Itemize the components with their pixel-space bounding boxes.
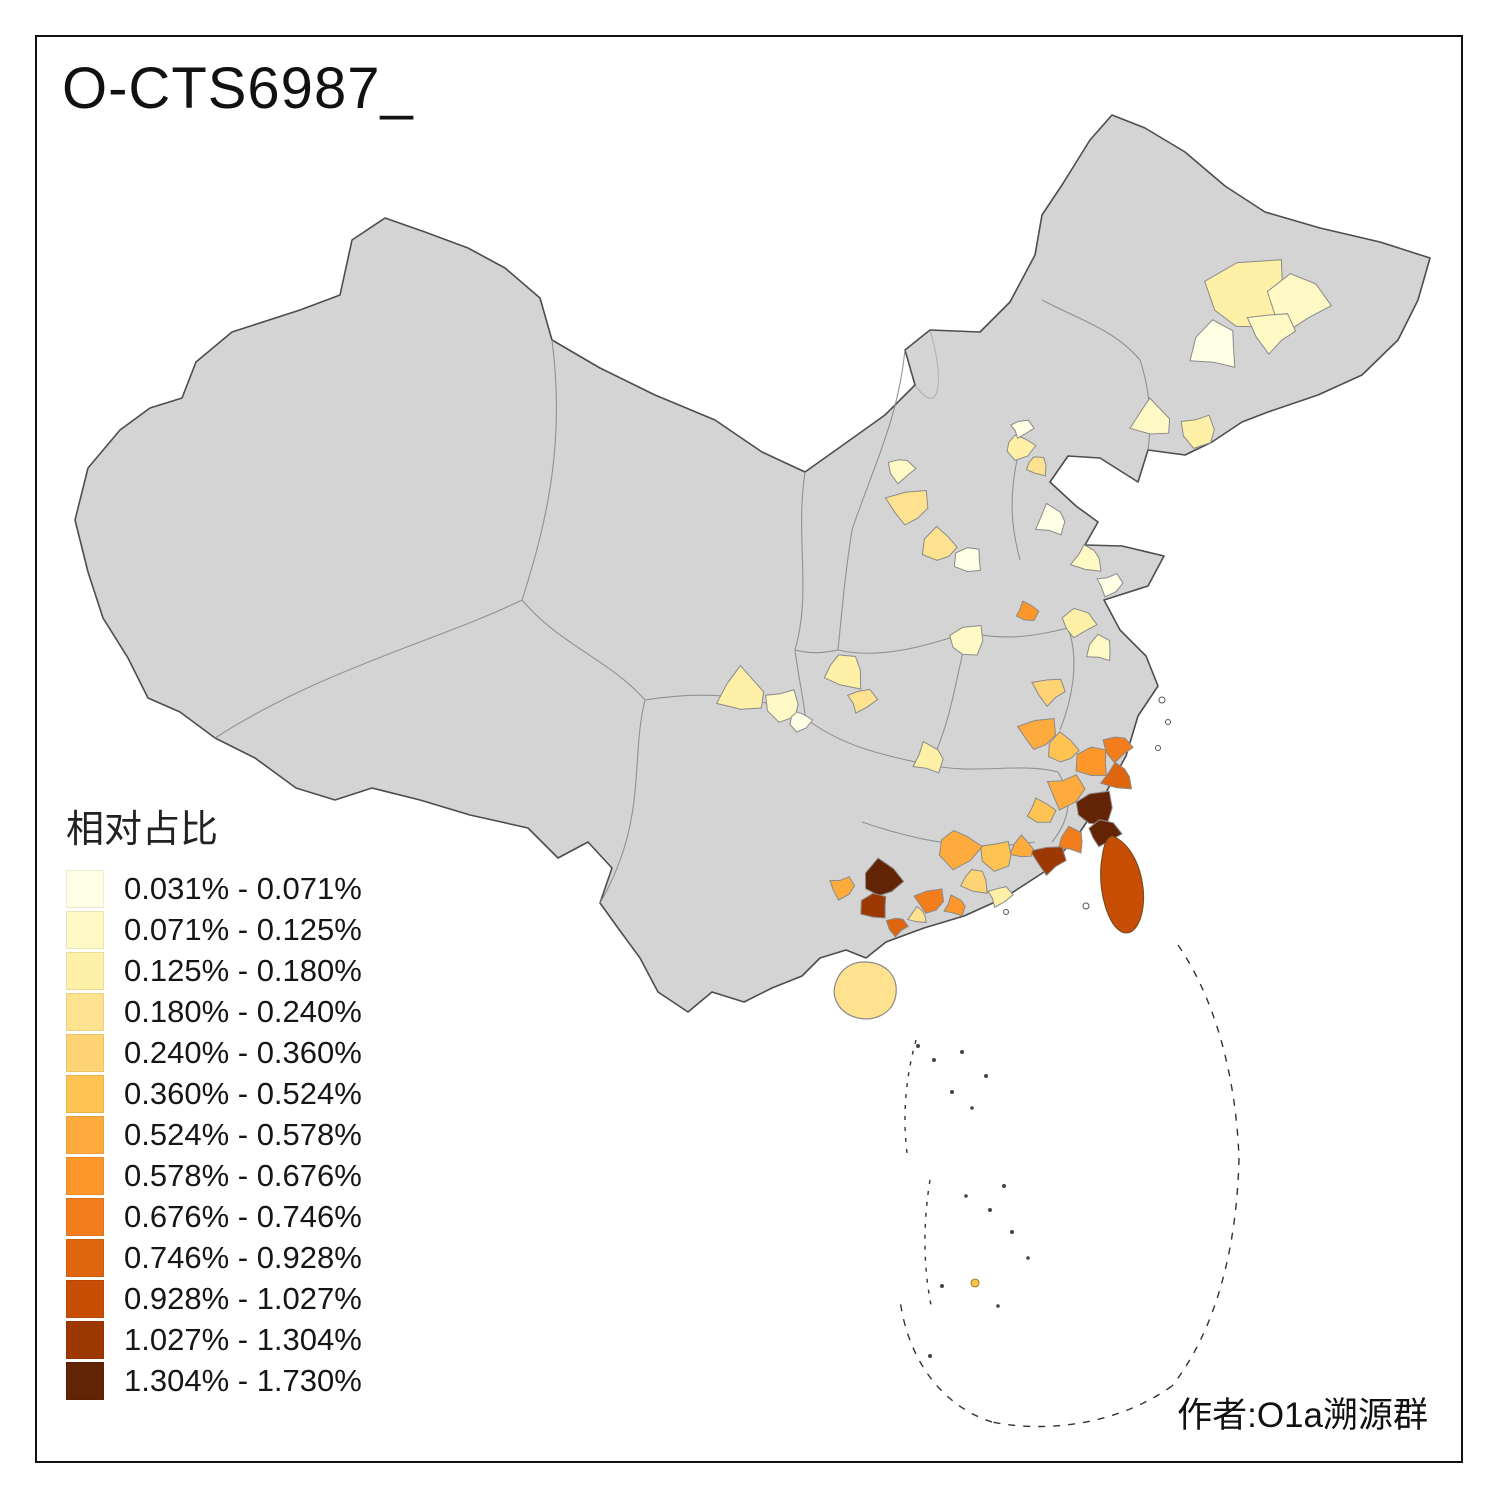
prefecture-region (1015, 600, 1040, 622)
legend-swatch (66, 1034, 104, 1072)
prefecture-region (1085, 633, 1111, 662)
prefecture-region (1009, 834, 1034, 858)
prefecture-region (1061, 607, 1098, 639)
prefecture-region (864, 857, 905, 897)
legend-swatch (66, 1075, 104, 1113)
prefecture-region (938, 830, 983, 871)
prefecture-region (846, 688, 879, 714)
prefecture-region (1010, 419, 1035, 439)
prefecture-region (906, 905, 927, 923)
legend-swatch (66, 911, 104, 949)
legend-label: 0.360% - 0.524% (124, 1076, 362, 1111)
prefecture-region (913, 888, 945, 914)
legend-label: 1.027% - 1.304% (124, 1322, 362, 1357)
prefecture-region (1189, 319, 1236, 368)
legend-item: 0.031% - 0.071% (66, 870, 362, 908)
prefecture-region (1046, 774, 1086, 811)
prefecture-region (1057, 825, 1083, 854)
prefecture-region (887, 459, 917, 485)
prefecture-region (1075, 746, 1107, 776)
legend-swatch (66, 1280, 104, 1318)
legend-item: 0.578% - 0.676% (66, 1157, 362, 1195)
legend-item: 0.360% - 0.524% (66, 1075, 362, 1113)
hainan-island (833, 961, 897, 1020)
legend-swatch (66, 1157, 104, 1195)
prefecture-region (949, 624, 984, 656)
legend-item: 1.027% - 1.304% (66, 1321, 362, 1359)
legend-label: 0.031% - 0.071% (124, 871, 362, 906)
prefecture-region (1069, 544, 1102, 572)
legend-item: 0.180% - 0.240% (66, 993, 362, 1031)
legend-label: 0.240% - 0.360% (124, 1035, 362, 1070)
legend-item: 1.304% - 1.730% (66, 1362, 362, 1400)
prefecture-region (885, 917, 909, 938)
prefecture-region (1016, 717, 1057, 751)
prefecture-region (715, 664, 765, 710)
legend-item: 0.746% - 0.928% (66, 1239, 362, 1277)
legend-item: 0.125% - 0.180% (66, 952, 362, 990)
legend-item: 0.928% - 1.027% (66, 1280, 362, 1318)
prefecture-region (959, 869, 988, 894)
prefecture-region (1096, 572, 1124, 598)
legend-label: 0.578% - 0.676% (124, 1158, 362, 1193)
legend-title: 相对占比 (66, 809, 219, 851)
legend-label: 0.071% - 0.125% (124, 912, 362, 947)
legend-swatch (66, 1362, 104, 1400)
prefecture-region (980, 840, 1012, 872)
prefecture-region (829, 875, 856, 901)
prefecture-region (1025, 456, 1047, 477)
prefecture-region (1129, 397, 1171, 435)
attribution: 作者:O1a溯源群 (1177, 1396, 1428, 1435)
prefecture-region (823, 654, 862, 690)
prefecture-region (943, 894, 966, 917)
prefecture-region (1099, 761, 1133, 790)
legend-label: 1.304% - 1.730% (124, 1363, 362, 1398)
sea-boundary-dashes (899, 944, 1240, 1428)
legend-items: 0.031% - 0.071% 0.071% - 0.125% 0.125% - 0… (66, 870, 362, 1400)
legend-item: 0.524% - 0.578% (66, 1116, 362, 1154)
prefecture-region (789, 711, 814, 733)
map-title: O-CTS6987_ (62, 56, 414, 121)
prefecture-region (860, 892, 887, 919)
mainland-outline (74, 114, 1431, 1013)
prefecture-region (1048, 731, 1080, 763)
legend-swatch (66, 1239, 104, 1277)
prefecture-region (1034, 502, 1066, 536)
legend-label: 0.676% - 0.746% (124, 1199, 362, 1234)
legend-swatch (66, 1321, 104, 1359)
prefecture-region (1026, 797, 1057, 823)
sea-island-dots (916, 1044, 1030, 1358)
legend-swatch (66, 1116, 104, 1154)
legend-swatch (66, 993, 104, 1031)
prefecture-region (1180, 414, 1215, 449)
coastal-islands (1003, 696, 1171, 915)
legend-swatch (66, 952, 104, 990)
legend-label: 0.180% - 0.240% (124, 994, 362, 1029)
legend-item: 0.676% - 0.746% (66, 1198, 362, 1236)
taiwan-island (1100, 835, 1145, 934)
prefecture-region (1102, 736, 1134, 764)
legend-swatch (66, 870, 104, 908)
prefecture-region (1031, 678, 1066, 708)
legend-label: 0.524% - 0.578% (124, 1117, 362, 1152)
prefecture-region (1006, 434, 1037, 461)
prefecture-region (953, 547, 981, 573)
prefecture-region (1029, 846, 1067, 877)
prefecture-regions (715, 259, 1333, 938)
prefecture-region (1246, 313, 1297, 355)
legend-item: 0.240% - 0.360% (66, 1034, 362, 1072)
legend-label: 0.928% - 1.027% (124, 1281, 362, 1316)
legend-label: 0.746% - 0.928% (124, 1240, 362, 1275)
legend-item: 0.071% - 0.125% (66, 911, 362, 949)
prefecture-region (912, 740, 944, 774)
legend-label: 0.125% - 0.180% (124, 953, 362, 988)
legend: 相对占比 0.031% - 0.071% 0.071% - 0.125% 0.125… (66, 798, 362, 1404)
prefecture-region (921, 525, 958, 561)
prefecture-region (884, 489, 929, 526)
prefecture-region (987, 886, 1014, 908)
legend-swatch (66, 1198, 104, 1236)
